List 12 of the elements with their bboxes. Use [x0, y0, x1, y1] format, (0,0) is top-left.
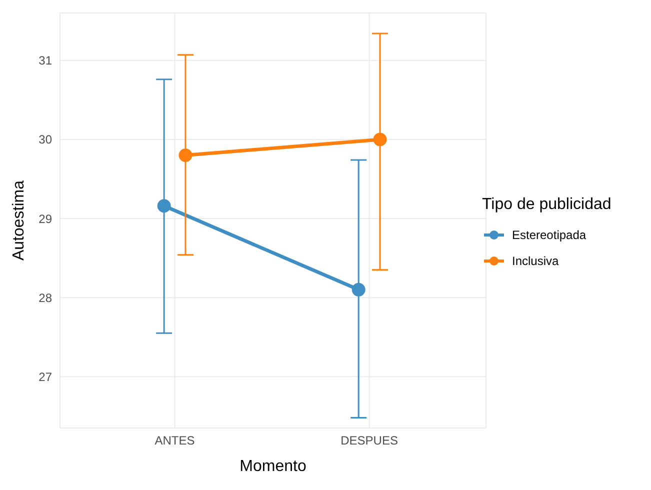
- y-tick-label: 31: [38, 54, 52, 68]
- x-tick-label: DESPUES: [340, 434, 398, 448]
- legend-title: Tipo de publicidad: [482, 196, 612, 214]
- y-tick-label: 30: [38, 132, 52, 147]
- y-tick-label: 27: [38, 370, 52, 384]
- y-tick-label: 28: [38, 290, 52, 305]
- y-tick-label: 29: [38, 212, 52, 226]
- legend-label: Inclusiva: [512, 254, 559, 268]
- x-tick-label: ANTES: [154, 434, 195, 448]
- x-axis-title: Momento: [240, 458, 306, 475]
- y-axis-title: Autoestima: [10, 180, 28, 260]
- legend-label: Estereotipada: [512, 228, 586, 242]
